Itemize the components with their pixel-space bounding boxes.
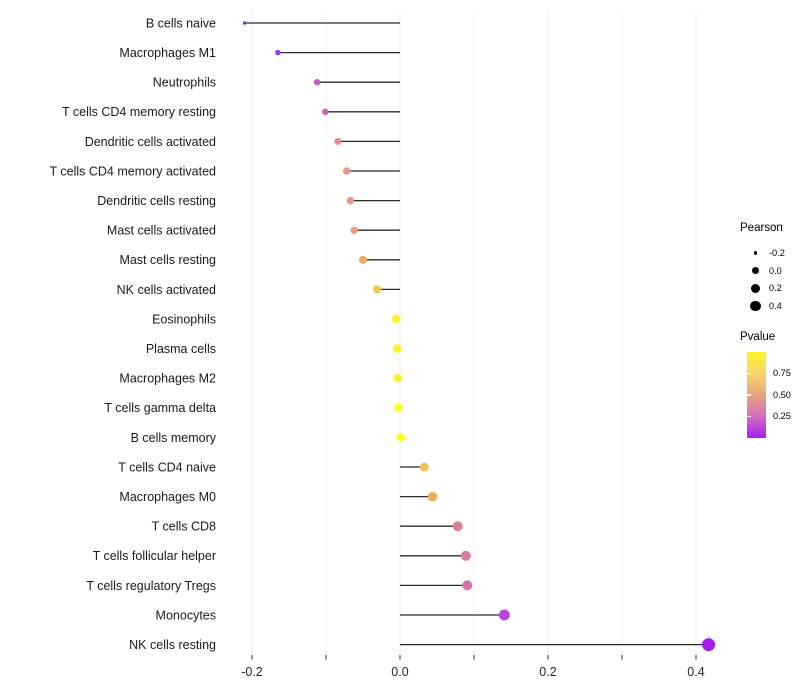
category-label: T cells CD4 memory activated: [50, 164, 217, 178]
pvalue-legend-value: 0.50: [773, 389, 791, 400]
category-label: Neutrophils: [153, 76, 216, 90]
lollipop-dot: [392, 344, 402, 353]
category-label: Macrophages M0: [119, 490, 216, 504]
x-tick-label: 0.4: [687, 665, 704, 679]
lollipop-dot: [396, 433, 405, 442]
pearson-legend-value: 0.0: [769, 265, 782, 276]
legend-dot-cell: [749, 251, 762, 255]
category-label: T cells gamma delta: [104, 401, 216, 415]
category-label: Mast cells activated: [107, 224, 216, 238]
lollipop-dot: [242, 21, 247, 25]
pearson-legend-dot: [750, 300, 761, 312]
x-tick-label: -0.2: [241, 665, 263, 679]
category-label: T cells CD8: [152, 520, 216, 534]
category-label: Monocytes: [156, 608, 216, 622]
lollipop-dot: [350, 226, 358, 234]
category-label: T cells CD4 naive: [118, 460, 216, 474]
lollipop-dot: [462, 580, 473, 591]
category-label: Macrophages M1: [119, 46, 216, 60]
lollipop-dot: [452, 521, 463, 532]
pearson-legend-dot: [753, 251, 758, 255]
legend-dot-cell: [749, 300, 762, 312]
pearson-legend-dot: [751, 283, 760, 293]
pearson-legend-dot: [751, 266, 760, 275]
category-label: NK cells activated: [117, 283, 216, 297]
pvalue-color-legend: Pvalue 0.75 0.50 0.25: [740, 330, 800, 450]
category-label: T cells follicular helper: [93, 549, 216, 563]
lollipop-dot: [427, 491, 438, 502]
lollipop-dot: [373, 285, 382, 294]
lollipop-dot: [419, 462, 429, 472]
category-label: T cells regulatory Tregs: [86, 579, 216, 593]
category-label: Dendritic cells activated: [85, 135, 216, 149]
legend-dot-cell: [749, 283, 762, 293]
category-label: Plasma cells: [146, 342, 216, 356]
lollipop-dot: [334, 137, 342, 145]
lollipop-dot: [313, 78, 321, 86]
lollipop-dot: [393, 373, 403, 383]
pearson-legend-value: 0.4: [769, 301, 782, 312]
lollipop-dot: [498, 609, 510, 621]
pearson-size-legend: Pearson -0.2 0.0 0.2 0.4: [740, 221, 800, 321]
lollipop-dot: [346, 196, 355, 205]
pvalue-legend-tick: [747, 394, 751, 396]
pearson-legend-entry: -0.2: [740, 244, 785, 262]
pearson-legend-value: -0.2: [769, 248, 785, 258]
pvalue-legend-tick: [747, 372, 751, 375]
category-label: T cells CD4 memory resting: [62, 105, 216, 119]
lollipop-dot: [359, 255, 367, 264]
lollipop-dot: [460, 550, 471, 561]
pearson-legend-value: 0.2: [769, 283, 782, 294]
category-label: Mast cells resting: [119, 253, 216, 267]
legend-dot-cell: [749, 266, 762, 275]
lollipop-dot: [392, 314, 401, 324]
pvalue-legend-value: 0.25: [773, 411, 791, 421]
x-tick-label: 0.2: [539, 665, 556, 679]
category-label: NK cells resting: [129, 638, 216, 652]
pvalue-legend-title: Pvalue: [740, 331, 776, 343]
category-label: Macrophages M2: [119, 372, 216, 386]
pvalue-gradient-bar: [747, 352, 766, 438]
x-tick-label: 0.0: [391, 665, 408, 679]
category-label: B cells memory: [131, 431, 217, 445]
category-label: Eosinophils: [152, 312, 216, 326]
lollipop-dot: [322, 108, 329, 116]
pearson-legend-title: Pearson: [740, 222, 783, 234]
lollipop-dot: [342, 167, 351, 175]
category-label: Dendritic cells resting: [97, 194, 216, 208]
pearson-legend-entry: 0.2: [740, 279, 782, 297]
pvalue-legend-tick: [747, 415, 751, 418]
lollipop-dot: [702, 638, 716, 652]
pearson-legend-entry: 0.4: [740, 297, 782, 315]
lollipop-dot: [275, 49, 281, 56]
pearson-legend-entry: 0.0: [740, 262, 782, 280]
pvalue-legend-value: 0.75: [773, 368, 791, 378]
lollipop-dot: [394, 403, 403, 413]
category-label: B cells naive: [146, 16, 216, 30]
